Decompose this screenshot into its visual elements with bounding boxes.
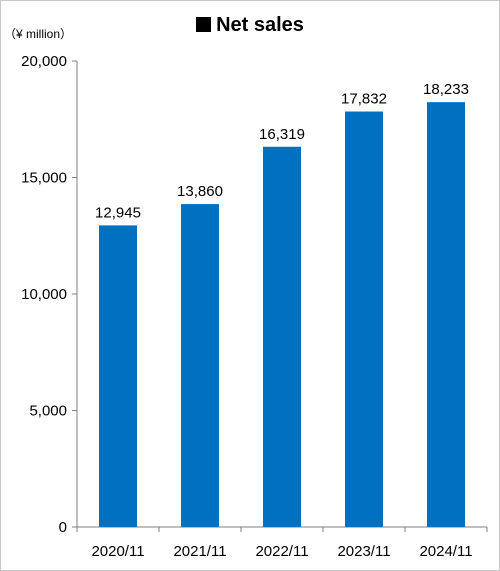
bar-2024/11 bbox=[427, 102, 465, 528]
x-tick-label: 2020/11 bbox=[91, 543, 144, 560]
bar-value-label: 13,860 bbox=[177, 183, 223, 200]
x-tick-label: 2021/11 bbox=[173, 543, 226, 560]
x-tick-label: 2024/11 bbox=[419, 543, 472, 560]
bar-value-label: 17,832 bbox=[341, 91, 387, 108]
y-tick-label: 20,000 bbox=[21, 53, 67, 70]
y-axis-unit-label: （¥ million） bbox=[4, 27, 73, 41]
bar-2022/11 bbox=[263, 146, 301, 527]
bar-2020/11 bbox=[99, 225, 137, 527]
chart-title: Net sales bbox=[0, 14, 500, 37]
bar-2021/11 bbox=[181, 204, 219, 527]
chart-bars bbox=[99, 102, 465, 528]
y-tick-label: 0 bbox=[59, 519, 67, 536]
y-tick-label: 10,000 bbox=[21, 286, 67, 303]
y-tick-label: 5,000 bbox=[29, 403, 67, 420]
bar-value-label: 18,233 bbox=[423, 81, 469, 98]
y-tick-label: 15,000 bbox=[21, 170, 67, 187]
bar-value-label: 16,319 bbox=[259, 126, 305, 143]
title-square-marker bbox=[196, 17, 212, 32]
bar-value-label: 12,945 bbox=[95, 204, 141, 221]
chart-title-text: Net sales bbox=[216, 14, 304, 36]
x-tick-label: 2023/11 bbox=[337, 543, 390, 560]
chart-labels: 0 5,000 10,000 15,000 20,000 12,945 2020/11 13,… bbox=[21, 53, 472, 560]
x-tick-label: 2022/11 bbox=[255, 543, 308, 560]
bar-2023/11 bbox=[345, 111, 383, 527]
